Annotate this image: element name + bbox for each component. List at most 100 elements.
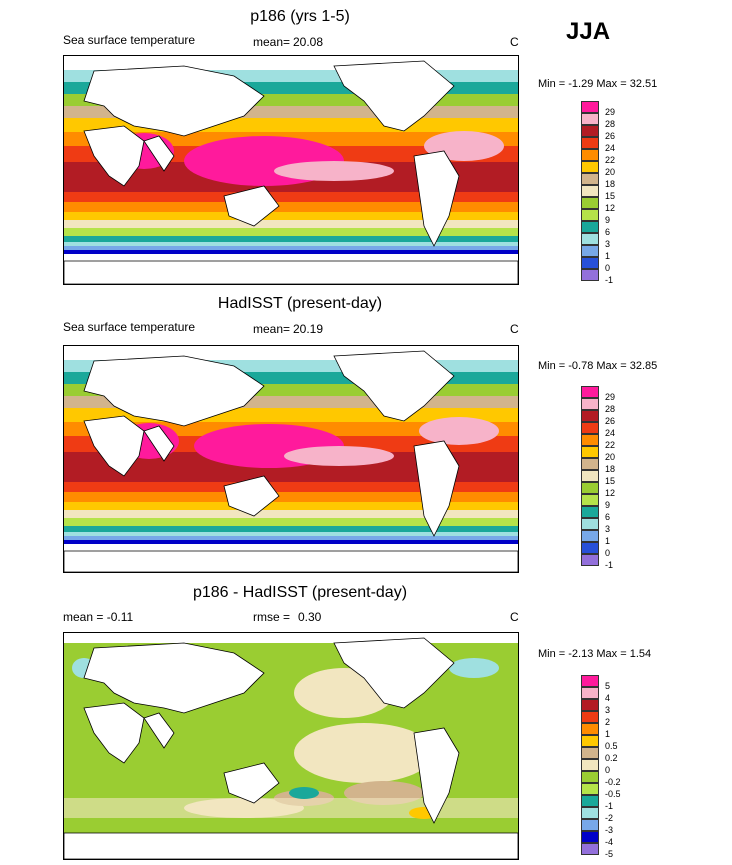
panel-2-legend-label: 18	[605, 464, 616, 474]
panel-2-legend-swatch	[581, 422, 599, 434]
panel-2-legend-label: 26	[605, 416, 616, 426]
panel-2-unit: C	[510, 322, 519, 336]
panel-3-legend-label: -0.2	[605, 777, 621, 787]
panel-3-mean-text: mean = -0.11	[63, 610, 134, 624]
panel-1-legend-label: 0	[605, 263, 611, 273]
panel-1-mean-value: 20.08	[293, 35, 324, 49]
panel-2-legend-swatch	[581, 530, 599, 542]
panel-1-minmax: Min = -1.29 Max = 32.51	[538, 78, 658, 90]
panel-2-map-svg	[64, 346, 518, 572]
panel-2-legend-label: 22	[605, 440, 616, 450]
panel-1-unit: C	[510, 35, 519, 49]
panel-1-legend-swatch	[581, 137, 599, 149]
panel-2-variable-label: Sea surface temperature	[63, 320, 196, 334]
panel-3-legend-label: 5	[605, 681, 611, 691]
panel-3-legend-label: 2	[605, 717, 611, 727]
panel-3-legend-label: 3	[605, 705, 611, 715]
panel-1-legend-label: 1	[605, 251, 611, 261]
panel-2-legend-label: -1	[605, 560, 614, 570]
panel-1-legend-label: 24	[605, 143, 616, 153]
panel-1-legend-swatch	[581, 101, 599, 113]
panel-1-legend-label: 9	[605, 215, 611, 225]
panel-1-legend: 29 28 26 24 22 20 18 15 12 9 6 3 1 0 -1	[581, 101, 615, 285]
panel-3-legend-swatch	[581, 747, 599, 759]
panel-2-legend-swatch	[581, 518, 599, 530]
panel-2-legend-label: 6	[605, 512, 611, 522]
panel-2-legend-swatch	[581, 446, 599, 458]
panel-1-legend-label: 22	[605, 155, 616, 165]
panel-3-legend-swatch	[581, 687, 599, 699]
panel-3-legend-swatch	[581, 783, 599, 795]
panel-3-map-svg	[64, 633, 518, 859]
panel-1-legend-swatch	[581, 125, 599, 137]
panel-3-legend-label: -4	[605, 837, 614, 847]
panel-2-legend-swatch	[581, 398, 599, 410]
panel-2-legend-label: 12	[605, 488, 616, 498]
panel-1-legend-swatch	[581, 161, 599, 173]
panel-3-legend-label: -0.5	[605, 789, 621, 799]
panel-1-legend-swatch	[581, 113, 599, 125]
panel-2-legend-swatch	[581, 542, 599, 554]
panel-2-legend-label: 1	[605, 536, 611, 546]
panel-3-legend-swatch	[581, 723, 599, 735]
panel-3-legend-swatch	[581, 819, 599, 831]
panel-3-legend-swatch	[581, 759, 599, 771]
panel-3-legend-label: -5	[605, 849, 614, 859]
panel-3-legend-label: -2	[605, 813, 614, 823]
panel-3-legend-label: -3	[605, 825, 614, 835]
panel-1-legend-swatch	[581, 257, 599, 269]
panel-1-legend-label: 29	[605, 107, 616, 117]
panel-3-legend-label: 0	[605, 765, 611, 775]
panel-3-legend-swatch	[581, 843, 599, 855]
panel-3-rmse-label: rmse =	[253, 610, 291, 624]
panel-3-unit: C	[510, 610, 519, 624]
panel-3-legend-swatch	[581, 711, 599, 723]
panel-1-map	[63, 55, 519, 285]
panel-2-legend-label: 0	[605, 548, 611, 558]
panel-2-mean-value: 20.19	[293, 322, 324, 336]
panel-3-legend-label: 0.2	[605, 753, 618, 763]
panel-1-mean-label: mean=	[253, 35, 291, 49]
panel-1-legend-swatch	[581, 209, 599, 221]
panel-1-legend-label: 6	[605, 227, 611, 237]
panel-2-legend-label: 28	[605, 404, 616, 414]
panel-2-legend-swatch	[581, 482, 599, 494]
panel-1-legend-swatch	[581, 245, 599, 257]
panel-3-legend-label: 4	[605, 693, 611, 703]
panel-3-legend-label: 1	[605, 729, 611, 739]
panel-3-legend-swatch	[581, 831, 599, 843]
panel-3-legend-swatch	[581, 675, 599, 687]
panel-1-legend-swatch	[581, 173, 599, 185]
panel-3-rmse-value: 0.30	[298, 610, 322, 624]
panel-2-legend-label: 29	[605, 392, 616, 402]
panel-2-minmax: Min = -0.78 Max = 32.85	[538, 360, 658, 372]
panel-2-mean-label: mean=	[253, 322, 291, 336]
panel-2-title: HadISST (present-day)	[217, 295, 383, 312]
panel-2-legend-swatch	[581, 506, 599, 518]
panel-2-legend-label: 9	[605, 500, 611, 510]
panel-2-map	[63, 345, 519, 573]
panel-1-legend-swatch	[581, 185, 599, 197]
panel-1-variable-label: Sea surface temperature	[63, 33, 196, 47]
panel-1-legend-swatch	[581, 221, 599, 233]
panel-2-legend-swatch	[581, 494, 599, 506]
panel-3-legend-label: -1	[605, 801, 614, 811]
panel-2-legend-label: 3	[605, 524, 611, 534]
panel-1-legend-label: 26	[605, 131, 616, 141]
panel-2-legend: 29 28 26 24 22 20 18 15 12 9 6 3 1 0 -1	[581, 386, 615, 570]
panel-3-legend-swatch	[581, 795, 599, 807]
panel-2-legend-label: 24	[605, 428, 616, 438]
panel-1-legend-label: 20	[605, 167, 616, 177]
season-label: JJA	[566, 18, 611, 45]
panel-1-title: p186 (yrs 1-5)	[250, 8, 350, 25]
panel-1-legend-label: 12	[605, 203, 616, 213]
panel-2-legend-label: 20	[605, 452, 616, 462]
panel-3-legend-swatch	[581, 771, 599, 783]
panel-1-legend-swatch	[581, 197, 599, 209]
panel-1-legend-swatch	[581, 269, 599, 281]
panel-3-legend-swatch	[581, 735, 599, 747]
panel-1-legend-swatch	[581, 233, 599, 245]
panel-2-legend-swatch	[581, 386, 599, 398]
panel-3-legend-swatch	[581, 807, 599, 819]
panel-1-legend-label: 15	[605, 191, 616, 201]
